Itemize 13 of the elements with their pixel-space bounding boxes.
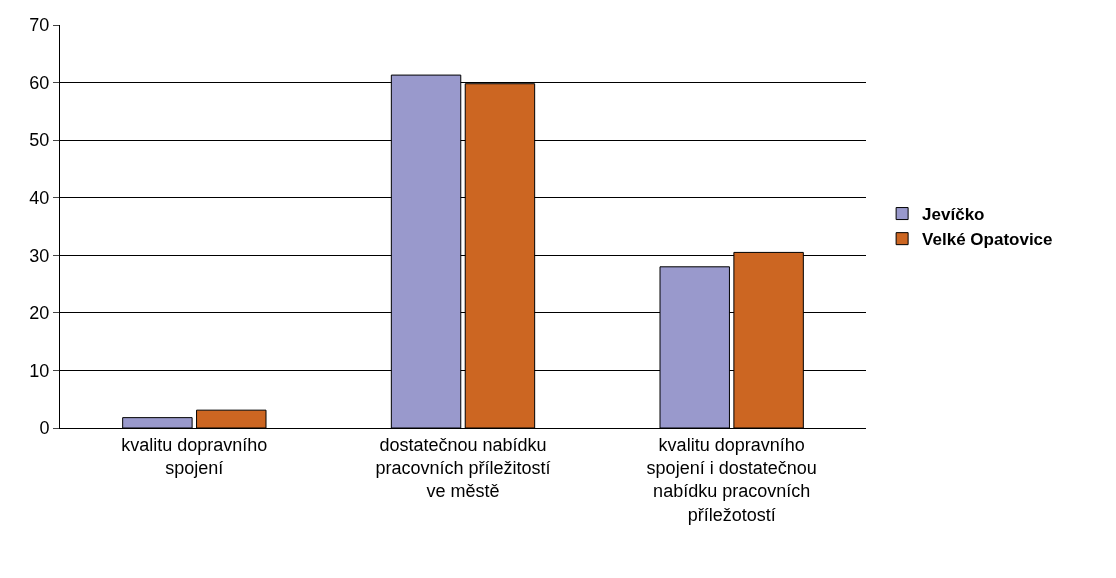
y-tick-label: 50: [29, 130, 50, 151]
y-tick-label: 30: [29, 245, 50, 266]
y-tick-label: 0: [39, 418, 50, 439]
legend-label: Jevíčko: [922, 205, 985, 225]
y-tick-label: 70: [29, 15, 50, 36]
x-tick-label: kvalitu dopravního spojení: [121, 434, 268, 478]
y-tick-label: 40: [29, 188, 50, 209]
y-tick-label: 60: [29, 72, 50, 93]
legend-label: Velké Opatovice: [922, 230, 1053, 250]
x-tick-label: dostatečnou nabídku pracovních příležitostí ve městě: [375, 434, 551, 502]
y-tick-label: 20: [29, 303, 50, 324]
x-tick-label: kvalitu dopravního spojení i dostatečnou nabídku pracovních příležotostí: [646, 434, 817, 525]
y-tick-label: 10: [29, 360, 50, 381]
